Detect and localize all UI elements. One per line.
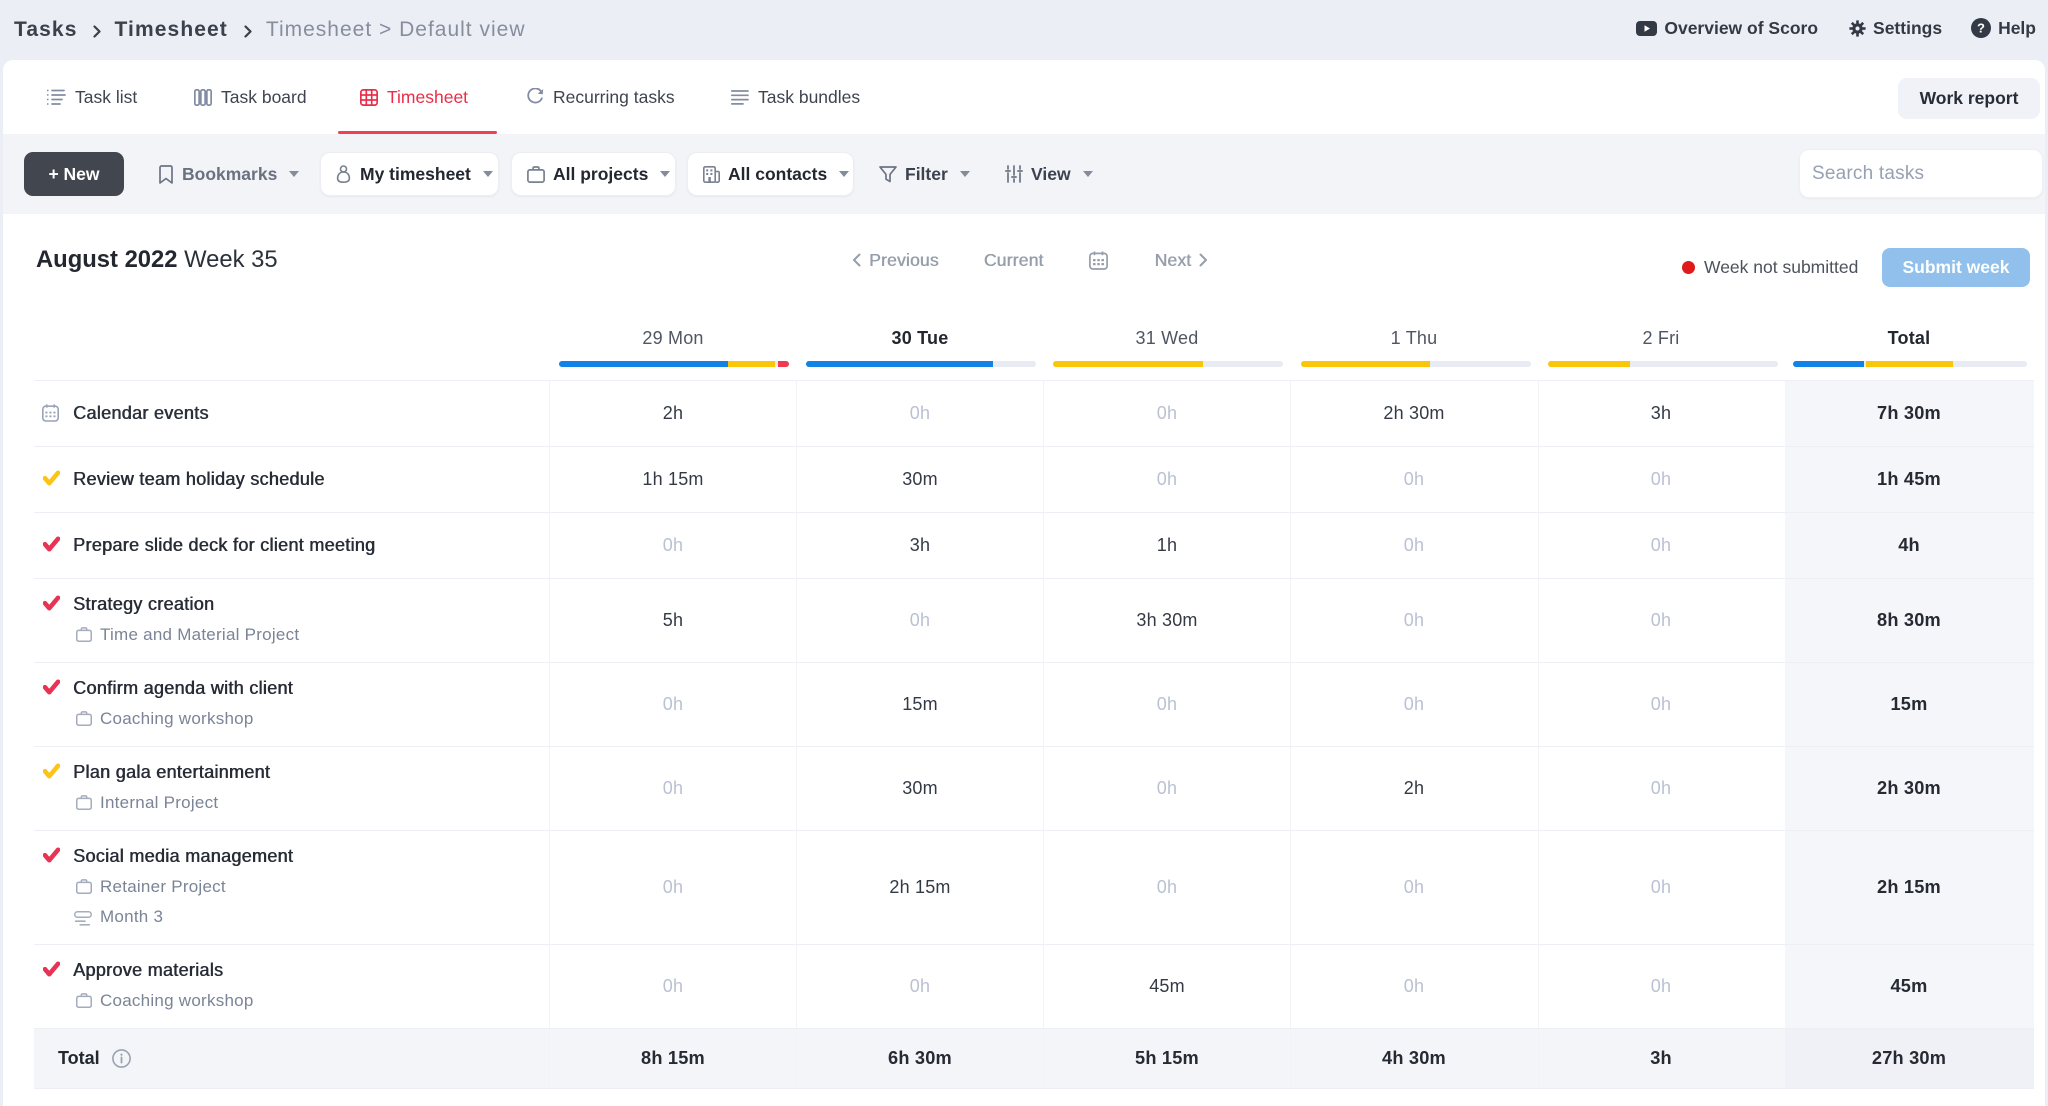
svg-text:?: ? [1977,21,1985,36]
